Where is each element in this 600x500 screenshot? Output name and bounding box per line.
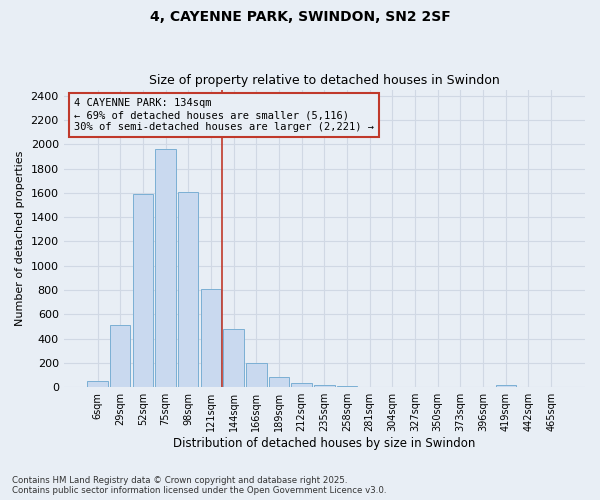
Bar [269, 377, 289, 387]
Y-axis label: Number of detached properties: Number of detached properties [15, 150, 25, 326]
Text: Contains HM Land Registry data © Crown copyright and database right 2025.
Contai: Contains HM Land Registry data © Crown c… [12, 476, 386, 495]
Text: 4 CAYENNE PARK: 134sqm
← 69% of detached houses are smaller (5,116)
30% of semi-: 4 CAYENNE PARK: 134sqm ← 69% of detached… [74, 98, 374, 132]
Bar [292, 383, 312, 387]
Bar [133, 194, 153, 387]
Title: Size of property relative to detached houses in Swindon: Size of property relative to detached ho… [149, 74, 500, 87]
Bar [178, 192, 199, 387]
Bar [337, 386, 357, 387]
Bar [223, 329, 244, 387]
Text: 4, CAYENNE PARK, SWINDON, SN2 2SF: 4, CAYENNE PARK, SWINDON, SN2 2SF [149, 10, 451, 24]
Bar [314, 384, 335, 387]
Bar [246, 363, 266, 387]
X-axis label: Distribution of detached houses by size in Swindon: Distribution of detached houses by size … [173, 437, 476, 450]
Bar [496, 385, 516, 387]
Bar [201, 289, 221, 387]
Bar [88, 381, 108, 387]
Bar [110, 325, 130, 387]
Bar [155, 149, 176, 387]
Bar [359, 386, 380, 387]
